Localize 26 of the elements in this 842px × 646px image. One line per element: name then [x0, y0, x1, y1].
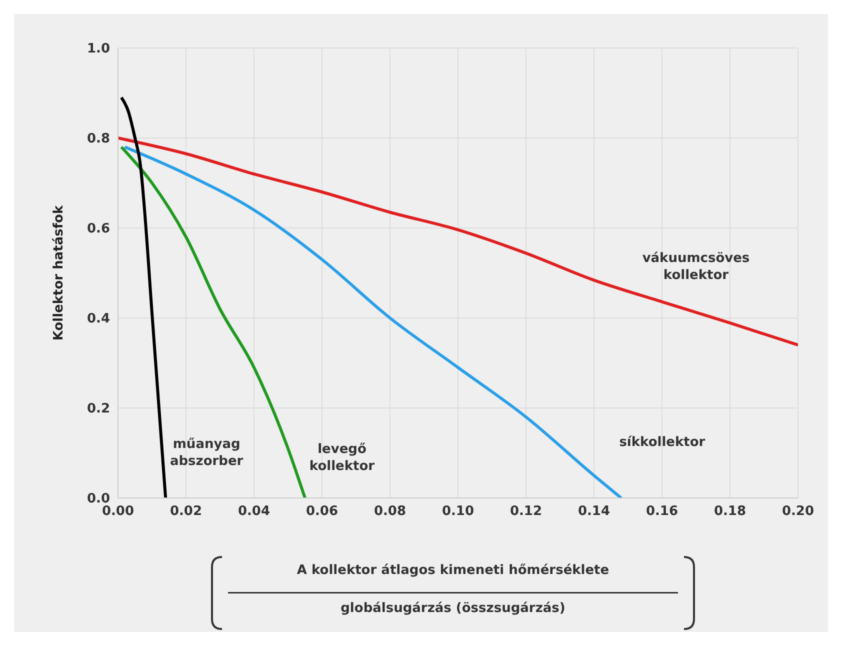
- y-tick-label: 0.4: [86, 312, 110, 327]
- text: A kollektor átlagos kimeneti hőmérséklete globálsugárzás (összsugárzás): [296, 563, 610, 616]
- x-tick-label: 0.16: [646, 504, 678, 520]
- x-tick-label: 0.02: [170, 504, 202, 520]
- x-tick-label: 0.08: [374, 504, 406, 520]
- x-tick-label: 0.00: [102, 504, 134, 520]
- x-tick-label: 0.12: [510, 504, 542, 520]
- x-tick-label: 0.20: [782, 504, 814, 520]
- y-tick-label: 1.0: [86, 42, 110, 57]
- series-label: levegő kollektor: [309, 442, 376, 474]
- x-tick-label: 0.10: [442, 504, 474, 520]
- text: síkkollektor: [619, 435, 706, 450]
- line-series: [118, 136, 798, 346]
- y-tick-label: 0.2: [86, 402, 110, 417]
- x-tick-label: 0.18: [714, 504, 746, 520]
- y-tick-label: 0.6: [86, 222, 110, 237]
- series-label: vákuumcsöves kollektor: [642, 250, 750, 283]
- y-axis-title: Kollektor hatásfok: [52, 205, 67, 341]
- x-tick-label: 0.06: [306, 504, 338, 520]
- series-label: műanyag abszorber: [170, 437, 244, 469]
- y-tick-label: 0.8: [86, 132, 110, 147]
- x-tick-label: 0.14: [578, 504, 610, 520]
- line-series: [120, 146, 306, 498]
- x-tick-label: 0.04: [238, 504, 270, 520]
- y-tick-label: 0.0: [86, 492, 110, 507]
- line-series: [120, 96, 168, 498]
